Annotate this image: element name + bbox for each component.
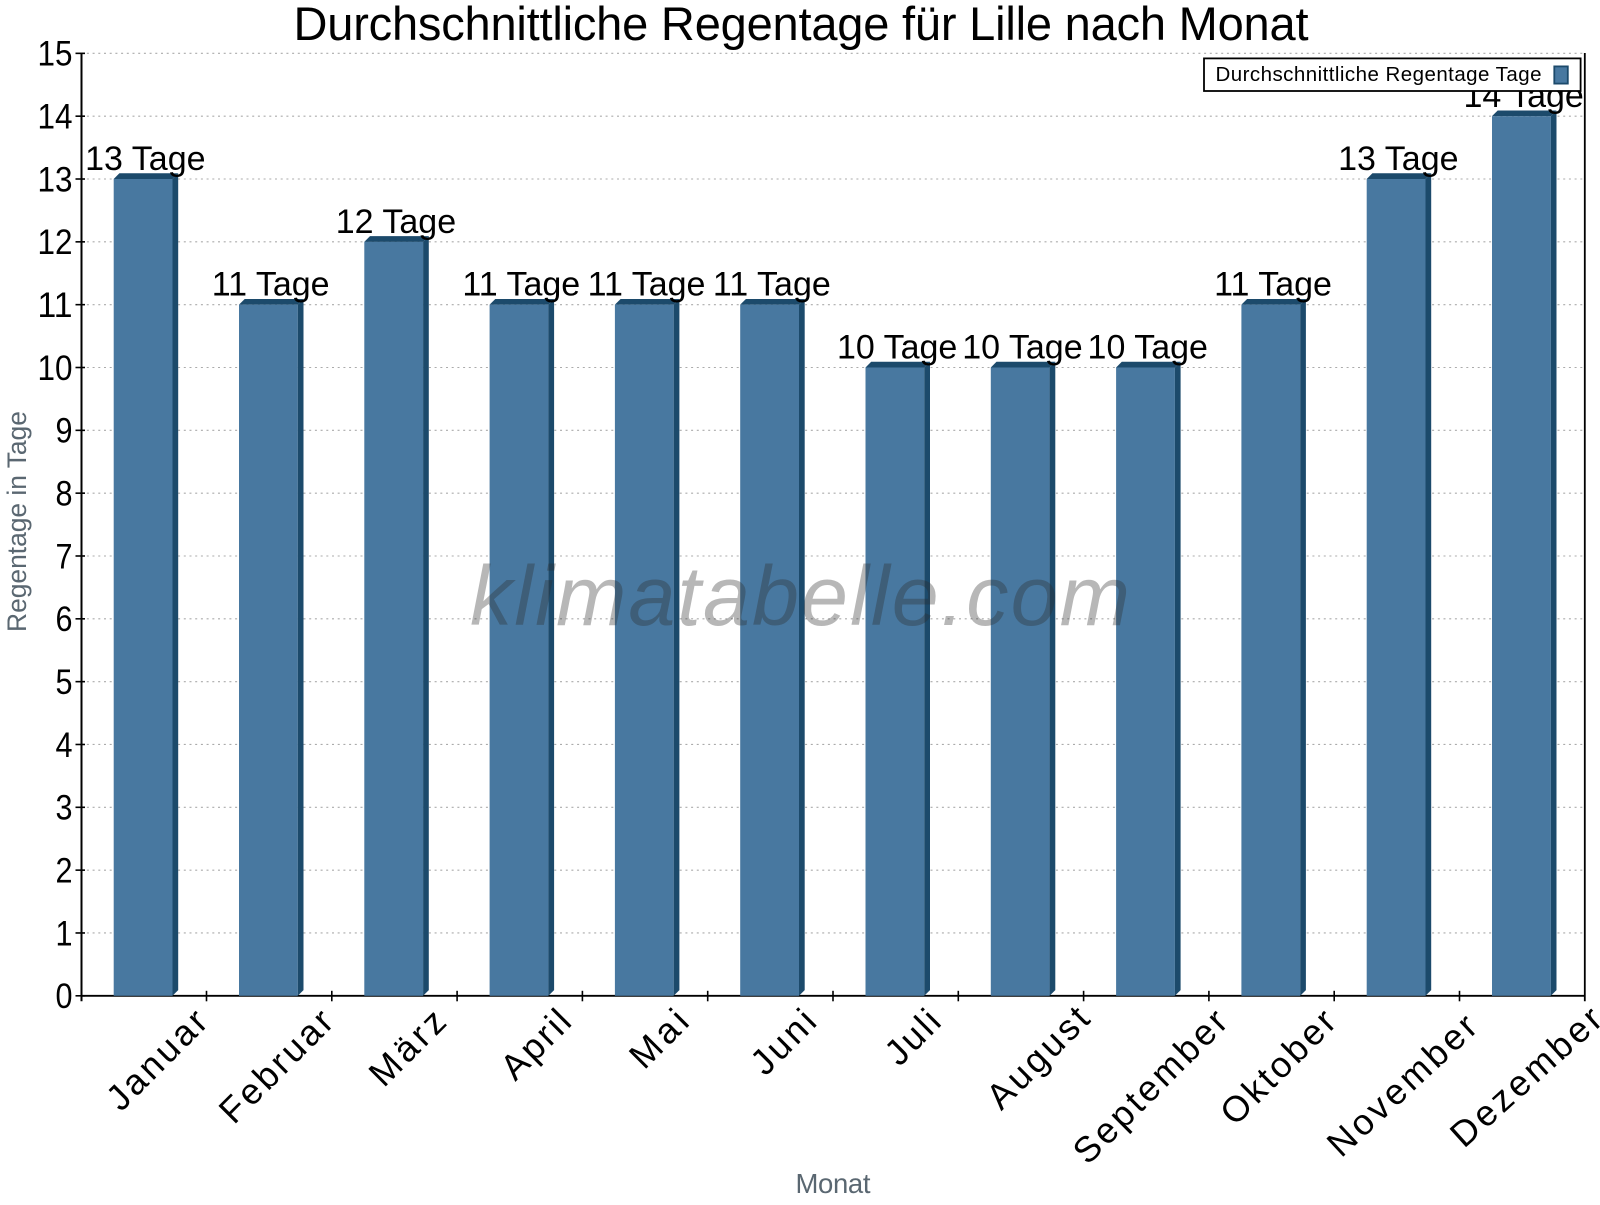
svg-text:11: 11 xyxy=(38,285,73,325)
svg-text:Durchschnittliche Regentage Ta: Durchschnittliche Regentage Tage xyxy=(1216,63,1542,86)
svg-text:14: 14 xyxy=(38,96,73,136)
svg-text:13: 13 xyxy=(38,159,73,199)
svg-text:15: 15 xyxy=(38,34,73,74)
svg-text:13 Tage: 13 Tage xyxy=(1338,140,1458,178)
svg-text:11 Tage: 11 Tage xyxy=(212,266,330,304)
svg-text:8: 8 xyxy=(56,473,73,513)
svg-text:10: 10 xyxy=(38,348,73,388)
svg-text:2: 2 xyxy=(56,850,73,890)
svg-text:Monat: Monat xyxy=(796,1168,871,1199)
svg-text:4: 4 xyxy=(56,725,73,765)
svg-text:11 Tage: 11 Tage xyxy=(462,266,580,304)
svg-text:3: 3 xyxy=(56,788,73,828)
svg-text:7: 7 xyxy=(56,536,73,576)
svg-text:11 Tage: 11 Tage xyxy=(713,266,831,304)
svg-text:10 Tage: 10 Tage xyxy=(837,329,957,367)
svg-text:10 Tage: 10 Tage xyxy=(962,329,1082,367)
svg-text:6: 6 xyxy=(56,599,73,639)
svg-text:Regentage in Tage: Regentage in Tage xyxy=(2,411,32,632)
svg-text:0: 0 xyxy=(56,976,73,1016)
svg-text:10 Tage: 10 Tage xyxy=(1088,329,1208,367)
svg-text:11 Tage: 11 Tage xyxy=(1214,266,1332,304)
svg-text:11 Tage: 11 Tage xyxy=(588,266,706,304)
svg-text:Durchschnittliche Regentage fü: Durchschnittliche Regentage für Lille na… xyxy=(294,0,1309,50)
svg-text:12: 12 xyxy=(38,222,73,262)
svg-text:5: 5 xyxy=(56,662,73,702)
svg-text:1: 1 xyxy=(56,913,73,953)
svg-text:12 Tage: 12 Tage xyxy=(336,203,456,241)
svg-text:9: 9 xyxy=(56,411,73,451)
svg-text:13 Tage: 13 Tage xyxy=(85,140,205,178)
